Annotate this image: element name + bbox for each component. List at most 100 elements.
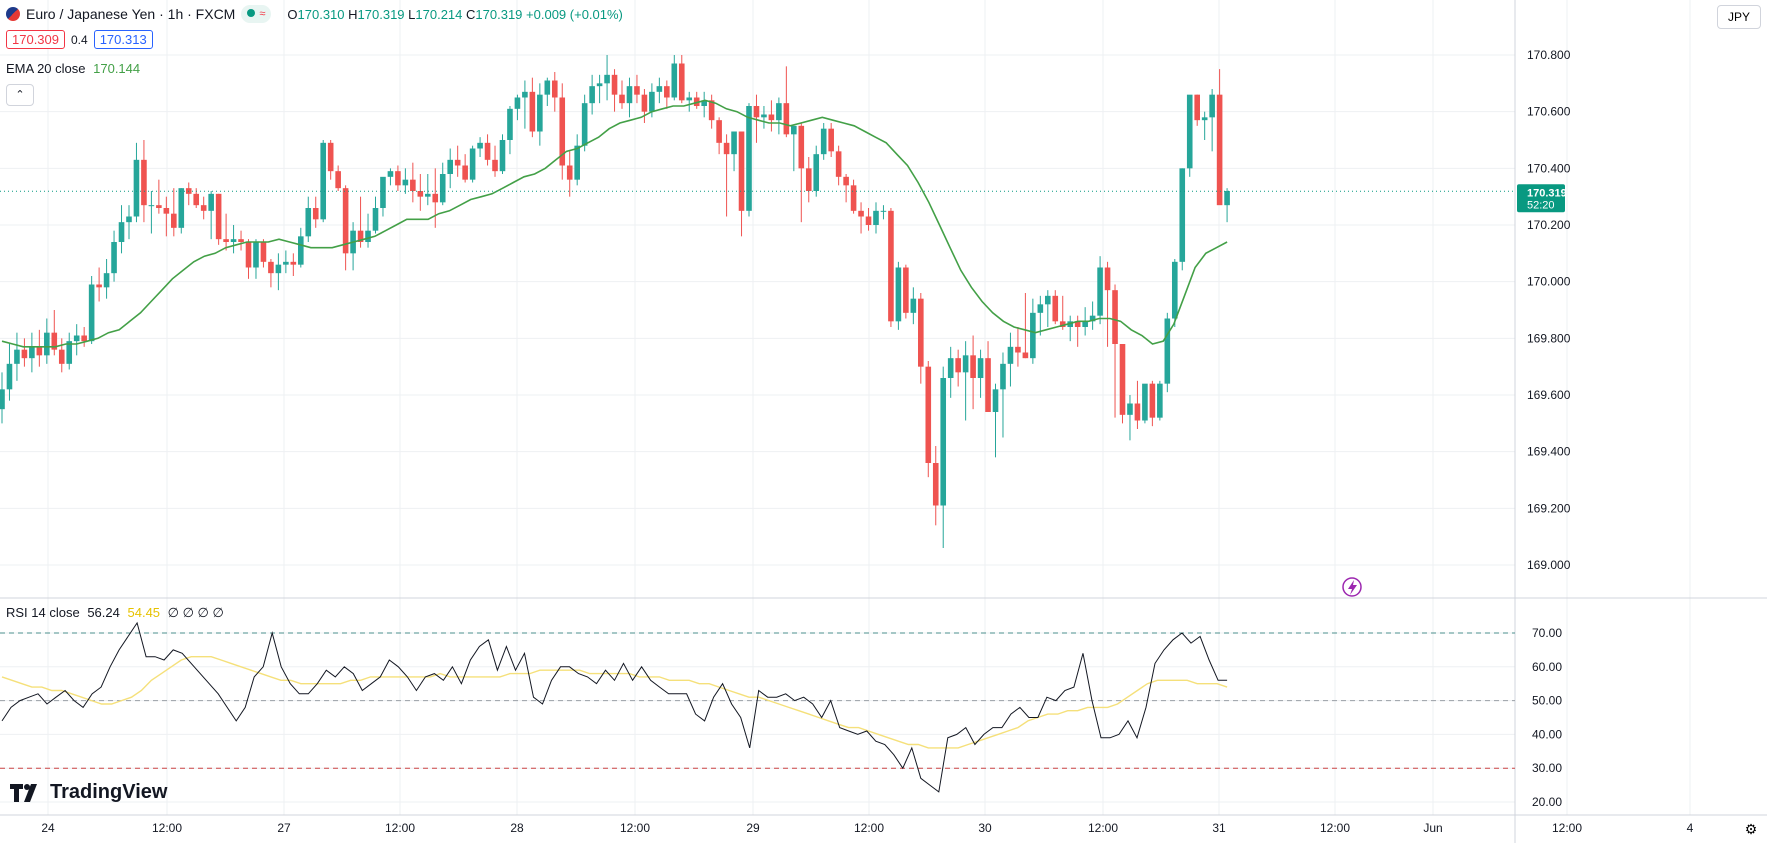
candle-body [1007,346,1014,364]
candle-body [111,242,117,274]
candle-body [1142,383,1148,421]
candle-body [798,125,805,169]
candle-body [611,74,618,95]
candle-body [253,242,259,268]
candle-body [156,205,162,208]
candle-body [514,97,521,109]
symbol-title[interactable]: Euro / Japanese Yen · 1h · FXCM [26,6,236,22]
price-tick-label: 169.000 [1527,558,1571,572]
candle-body [1112,290,1118,344]
candle-body [365,230,371,242]
candle-body [447,159,453,174]
candle-body [850,185,857,211]
candle-body [1149,383,1156,418]
candle-body [805,168,812,191]
candle-body [402,179,409,186]
market-status-badge[interactable]: ≈ [241,5,272,23]
candle-body [1134,403,1141,421]
ohlc-high-label: H [348,6,358,22]
flag-eur-jpy-icon [6,7,20,21]
candle-body [843,176,849,186]
candle-body [424,193,431,197]
candle-body [574,145,580,180]
candle-body [1216,94,1223,206]
candle-body [230,239,237,242]
rsi-line [1,621,1228,793]
price-tick-label: 170.400 [1527,161,1571,175]
candle-body [641,94,648,112]
tradingview-logo[interactable]: TradingView [10,781,167,804]
candle-body [873,210,879,225]
candle-body [589,86,595,104]
price-tick-label: 169.200 [1527,501,1571,515]
candle-body [380,176,386,208]
candle-body [1127,403,1133,415]
rsi-ma-line [1,656,1228,749]
candle-body [462,165,468,180]
candle-body [634,86,640,95]
ema-value: 170.144 [93,61,141,76]
candle-body [200,205,207,211]
candle-body [559,97,566,166]
sell-price-button[interactable]: 170.309 [6,30,65,49]
candle-body [327,142,334,172]
candle-body [312,208,319,220]
candle-body [245,242,252,268]
chevron-up-icon: ⌃ [15,89,25,101]
time-tick-label: Jun [1423,821,1442,835]
candle-body [1119,344,1126,415]
current-price-label: 170.319 [1527,187,1567,199]
candle-body [1000,363,1006,390]
time-tick-label: 12:00 [385,821,415,835]
rsi-value: 56.24 [87,605,120,620]
candle-body [1030,312,1036,359]
lightning-icon-ring [1342,577,1362,597]
candle-body [29,346,35,359]
rsi-legend[interactable]: RSI 14 close 56.24 54.45 ∅ ∅ ∅ ∅ [6,605,224,621]
candle-body [88,284,95,342]
settings-gear-button[interactable]: ⚙ [1739,821,1763,841]
candle-body [66,341,73,364]
candle-body [566,165,573,180]
time-tick-label: 12:00 [854,821,884,835]
lightning-icon-bolt [1348,580,1357,595]
candle-body [701,100,707,106]
time-tick-label: 29 [746,821,760,835]
tradingview-logo-icon [10,783,37,802]
candle-body [492,159,498,172]
candle-body [103,273,110,288]
candle-body [283,261,289,265]
ema-legend[interactable]: EMA 20 close 170.144 [6,61,140,76]
candle-body [596,83,603,87]
candle-body [581,103,588,146]
candle-body [1022,352,1029,359]
candle-body [58,349,65,364]
price-tick-label: 169.600 [1527,388,1571,402]
currency-select[interactable]: JPY [1717,5,1761,29]
ohlc-high-value: 170.319 [357,6,405,22]
candle-body [723,142,730,155]
collapse-legend-button[interactable]: ⌃ [6,84,34,106]
time-tick-label: 12:00 [1552,821,1582,835]
current-price-badge [1517,184,1565,213]
buy-price-button[interactable]: 170.313 [93,30,153,49]
candle-body [895,267,902,322]
rsi-tick-label: 70.00 [1532,626,1562,640]
candle-body [820,128,827,155]
candle-body [1089,315,1096,322]
candle-body [626,86,633,104]
candle-body [858,210,864,217]
bid-ask-row: 170.309 0.4 170.313 [6,30,153,49]
candle-body [656,86,663,92]
bar-countdown-label: 52:20 [1527,199,1555,211]
candle-body [761,114,767,118]
candle-body [148,205,155,207]
candle-body [223,239,229,242]
rsi-extra-values: ∅ ∅ ∅ ∅ [167,605,224,620]
time-tick-label: 30 [978,821,992,835]
candle-body [918,298,924,367]
candle-body [215,193,222,240]
tradingview-brand: TradingView [50,781,168,803]
